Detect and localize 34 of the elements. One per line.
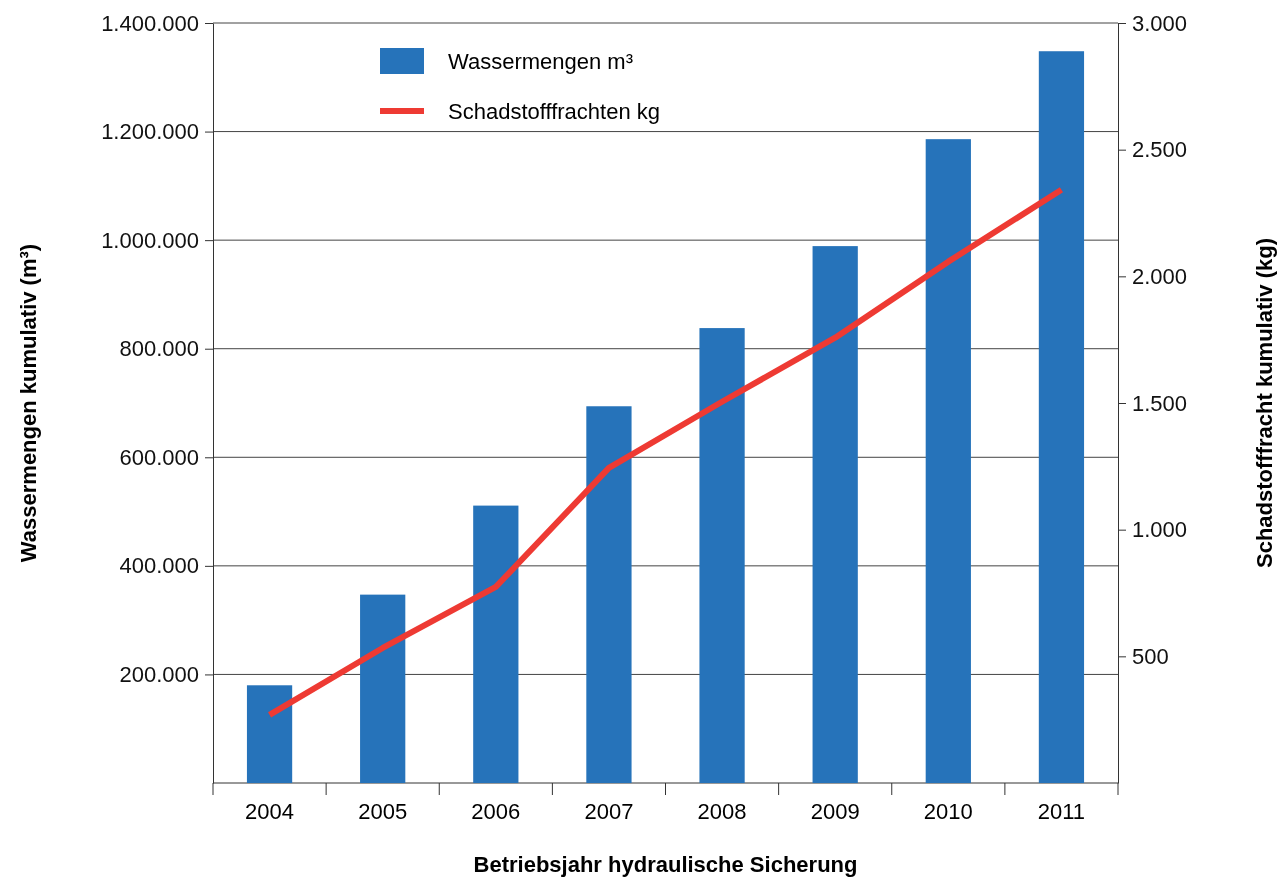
bar (812, 246, 858, 783)
y2-tick-label: 3.000 (1132, 10, 1188, 36)
x-axis-title: Betriebsjahr hydraulische Sicherung (473, 852, 858, 877)
y2-tick-label: 1.500 (1132, 390, 1188, 416)
bar (1038, 51, 1085, 783)
x-tick-label: 2004 (245, 799, 295, 824)
bar (473, 505, 519, 783)
y-tick-label: 1.400.000 (101, 10, 199, 36)
x-tick-label: 2007 (584, 799, 634, 824)
bar (699, 328, 745, 783)
y-axis-title: Wassermengen kumulativ (m³) (16, 243, 41, 563)
legend-label: Schadstofffrachten kg (448, 99, 660, 124)
y2-tick-label: 2.500 (1132, 137, 1188, 163)
x-tick-label: 2011 (1037, 799, 1086, 824)
y-tick-label: 600.000 (119, 444, 199, 470)
y-tick-label: 1.000.000 (101, 227, 199, 253)
x-tick-label: 2005 (358, 799, 408, 824)
y2-tick-label: 1.000 (1132, 517, 1188, 543)
y-tick-label: 800.000 (119, 336, 199, 362)
y-tick-label: 1.200.000 (101, 119, 199, 145)
y2-tick-label: 500 (1132, 643, 1169, 669)
bar (360, 594, 406, 783)
y-tick-label: 200.000 (119, 661, 199, 687)
bar (586, 406, 632, 783)
x-tick-label: 2006 (471, 799, 521, 824)
x-tick-label: 2009 (810, 799, 860, 824)
bar (246, 685, 293, 783)
x-tick-label: 2010 (923, 799, 973, 824)
legend-label: Wassermengen m³ (448, 49, 634, 74)
y2-tick-label: 2.000 (1132, 263, 1188, 289)
y2-axis-title: Schadstofffracht kumulativ (kg) (1252, 237, 1277, 569)
bar (925, 139, 971, 783)
y-tick-label: 400.000 (119, 553, 199, 579)
x-tick-label: 2008 (697, 799, 747, 824)
